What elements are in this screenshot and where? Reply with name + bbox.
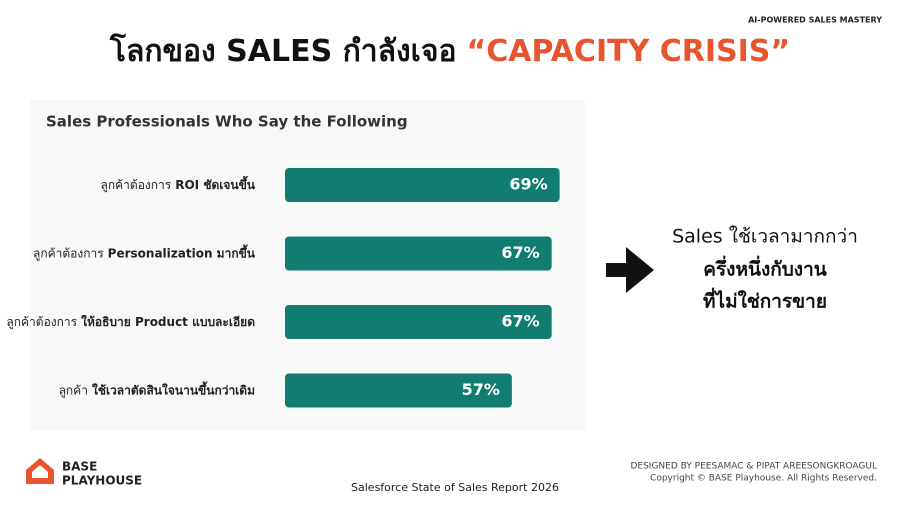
slide-title: โลกของ SALES กำลังเจอ “CAPACITY CRISIS” [109, 32, 790, 69]
category-part: ลูกค้าต้องการ [101, 178, 172, 193]
logo-text: PLAYHOUSE [62, 474, 142, 488]
category-part: ให้อธิบาย Product แบบละเอียด [81, 314, 255, 329]
category-part: ใช้เวลาตัดสินใจนานขึ้นกว่าเดิม [92, 380, 255, 397]
chart-title: Sales Professionals Who Say the Followin… [46, 113, 408, 131]
title-text: โลกของ SALES กำลังเจอ [109, 32, 457, 69]
category-part: Personalization มากขึ้น [108, 243, 256, 260]
logo-icon [26, 458, 54, 484]
value-label: 67% [501, 243, 539, 262]
arrow [606, 247, 654, 293]
category-label: ลูกค้าต้องการ ROI ชัดเจนขึ้น [101, 175, 256, 193]
credit: DESIGNED BY PEESAMAC & PIPAT AREESONGKRO… [630, 462, 877, 472]
logo-text: BASE [62, 460, 97, 474]
category-part: ลูกค้า [59, 383, 88, 398]
bar [285, 236, 552, 271]
value-label: 57% [462, 380, 500, 399]
insight-line: ครึ่งหนึ่งกับงาน [703, 256, 826, 281]
category-label: ลูกค้าต้องการ ให้อธิบาย Product แบบละเอีย… [6, 314, 255, 330]
copyright: Copyright © BASE Playhouse. All Rights R… [650, 474, 877, 484]
category-label: ลูกค้า ใช้เวลาตัดสินใจนานขึ้นกว่าเดิม [59, 380, 255, 398]
tag: AI-POWERED SALES MASTERY [748, 16, 882, 25]
bar [285, 168, 560, 202]
value-label: 67% [501, 312, 539, 331]
bar [285, 305, 552, 339]
title-highlight: “CAPACITY CRISIS” [467, 34, 791, 69]
category-part: ลูกค้าต้องการ [33, 246, 104, 261]
insight-line: ที่ไม่ใช่การขาย [703, 288, 827, 313]
category-part: ลูกค้าต้องการ [6, 315, 77, 330]
value-label: 69% [509, 175, 547, 194]
source: Salesforce State of Sales Report 2026 [351, 481, 559, 494]
category-part: ROI ชัดเจนขึ้น [175, 175, 256, 192]
insight-line: Sales ใช้เวลามากกว่า [672, 226, 858, 248]
bar [285, 373, 512, 408]
category-label: ลูกค้าต้องการ Personalization มากขึ้น [33, 243, 256, 261]
